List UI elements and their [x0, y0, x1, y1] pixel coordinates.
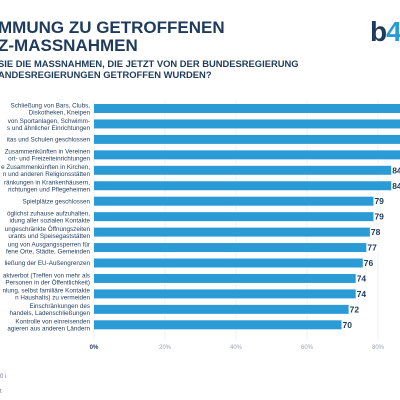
value-label: 79 — [374, 212, 384, 222]
footer-source: t — [0, 389, 2, 395]
category-label: e Zusammenkünften in Kirchen, n und ander… — [1, 164, 90, 178]
footer-note: 0 i — [0, 374, 7, 380]
x-tick-label: 40% — [230, 345, 243, 351]
category-label: ließung der EU-Außengrenzen — [5, 260, 91, 267]
category-label: Zusammenkünften in Vereinen ort- und Frei… — [5, 149, 91, 163]
category-label: von Sportanlagen, Schwimm-s und ähnliche… — [7, 118, 90, 132]
value-label: 84 — [392, 181, 400, 191]
value-label-bg — [341, 320, 354, 330]
value-label: 84 — [392, 165, 400, 175]
value-label: 74 — [357, 289, 367, 299]
bar — [94, 304, 350, 314]
category-label: öglichst zuhause aufzuhalten, idung aller… — [7, 210, 90, 224]
x-tick-label: 60% — [301, 345, 314, 351]
value-label-bg — [391, 181, 400, 191]
value-label: 77 — [367, 243, 377, 253]
x-tick-label: 80% — [372, 345, 385, 351]
bar — [94, 165, 393, 175]
value-label: 78 — [371, 227, 381, 237]
value-label-bg — [362, 258, 375, 268]
bar — [94, 320, 343, 330]
value-label-bg — [373, 196, 386, 206]
value-label-bg — [369, 227, 382, 237]
bar — [94, 119, 400, 129]
bar — [94, 181, 393, 191]
x-tick-label: 20% — [159, 345, 172, 351]
category-label: ungeschränkte Öffnungszeiten urants und S… — [5, 225, 91, 240]
value-label-bg — [373, 212, 386, 222]
category-label: Spielplätze geschlossen — [22, 198, 90, 205]
value-label-bg — [355, 273, 368, 283]
value-label: 70 — [343, 320, 353, 330]
bar — [94, 212, 375, 222]
bar — [94, 134, 400, 144]
category-label: itas und Schulen geschlossen — [7, 137, 91, 144]
category-label: ränkungen in Krankenhäusern, richtungen u… — [4, 180, 91, 194]
category-label: Kontrolle von einreisenden agieren aus an… — [7, 319, 90, 333]
bar — [94, 196, 375, 206]
bar — [94, 273, 357, 283]
bar — [94, 104, 400, 113]
category-label: Einschränkungen des handels, Ladenschließ… — [9, 303, 90, 317]
value-label: 76 — [364, 258, 374, 268]
b4p-logo: b4 — [370, 16, 400, 47]
bar — [94, 243, 368, 253]
bar — [94, 227, 371, 237]
value-label: 74 — [357, 273, 367, 283]
category-label: ung von Ausgangssperren für fene Orte, St… — [6, 241, 91, 255]
category-label: nlung, selbst familiäre Kontakte n Hausha… — [2, 288, 90, 302]
value-label-bg — [348, 304, 361, 314]
value-label-bg — [355, 289, 368, 299]
value-label: 79 — [374, 196, 384, 206]
x-tick-label: 0% — [90, 345, 99, 351]
bar — [94, 258, 364, 268]
category-label: aktverbot (Treffen von mehr als Personen … — [3, 272, 90, 286]
bar — [94, 150, 400, 160]
value-label-bg — [391, 165, 400, 175]
value-label: 72 — [350, 304, 360, 314]
chart-title: MMUNG ZU GETROFFENEN Z-MASSNAHMEN — [0, 18, 225, 55]
category-label: Schließung von Bars, Clubs, Diskotheken, … — [11, 102, 91, 116]
value-label-bg — [366, 243, 379, 253]
chart-subtitle: SIE DIE MASSNAHMEN, DIE JETZT VON DER BU… — [0, 58, 299, 80]
bar — [94, 289, 357, 299]
